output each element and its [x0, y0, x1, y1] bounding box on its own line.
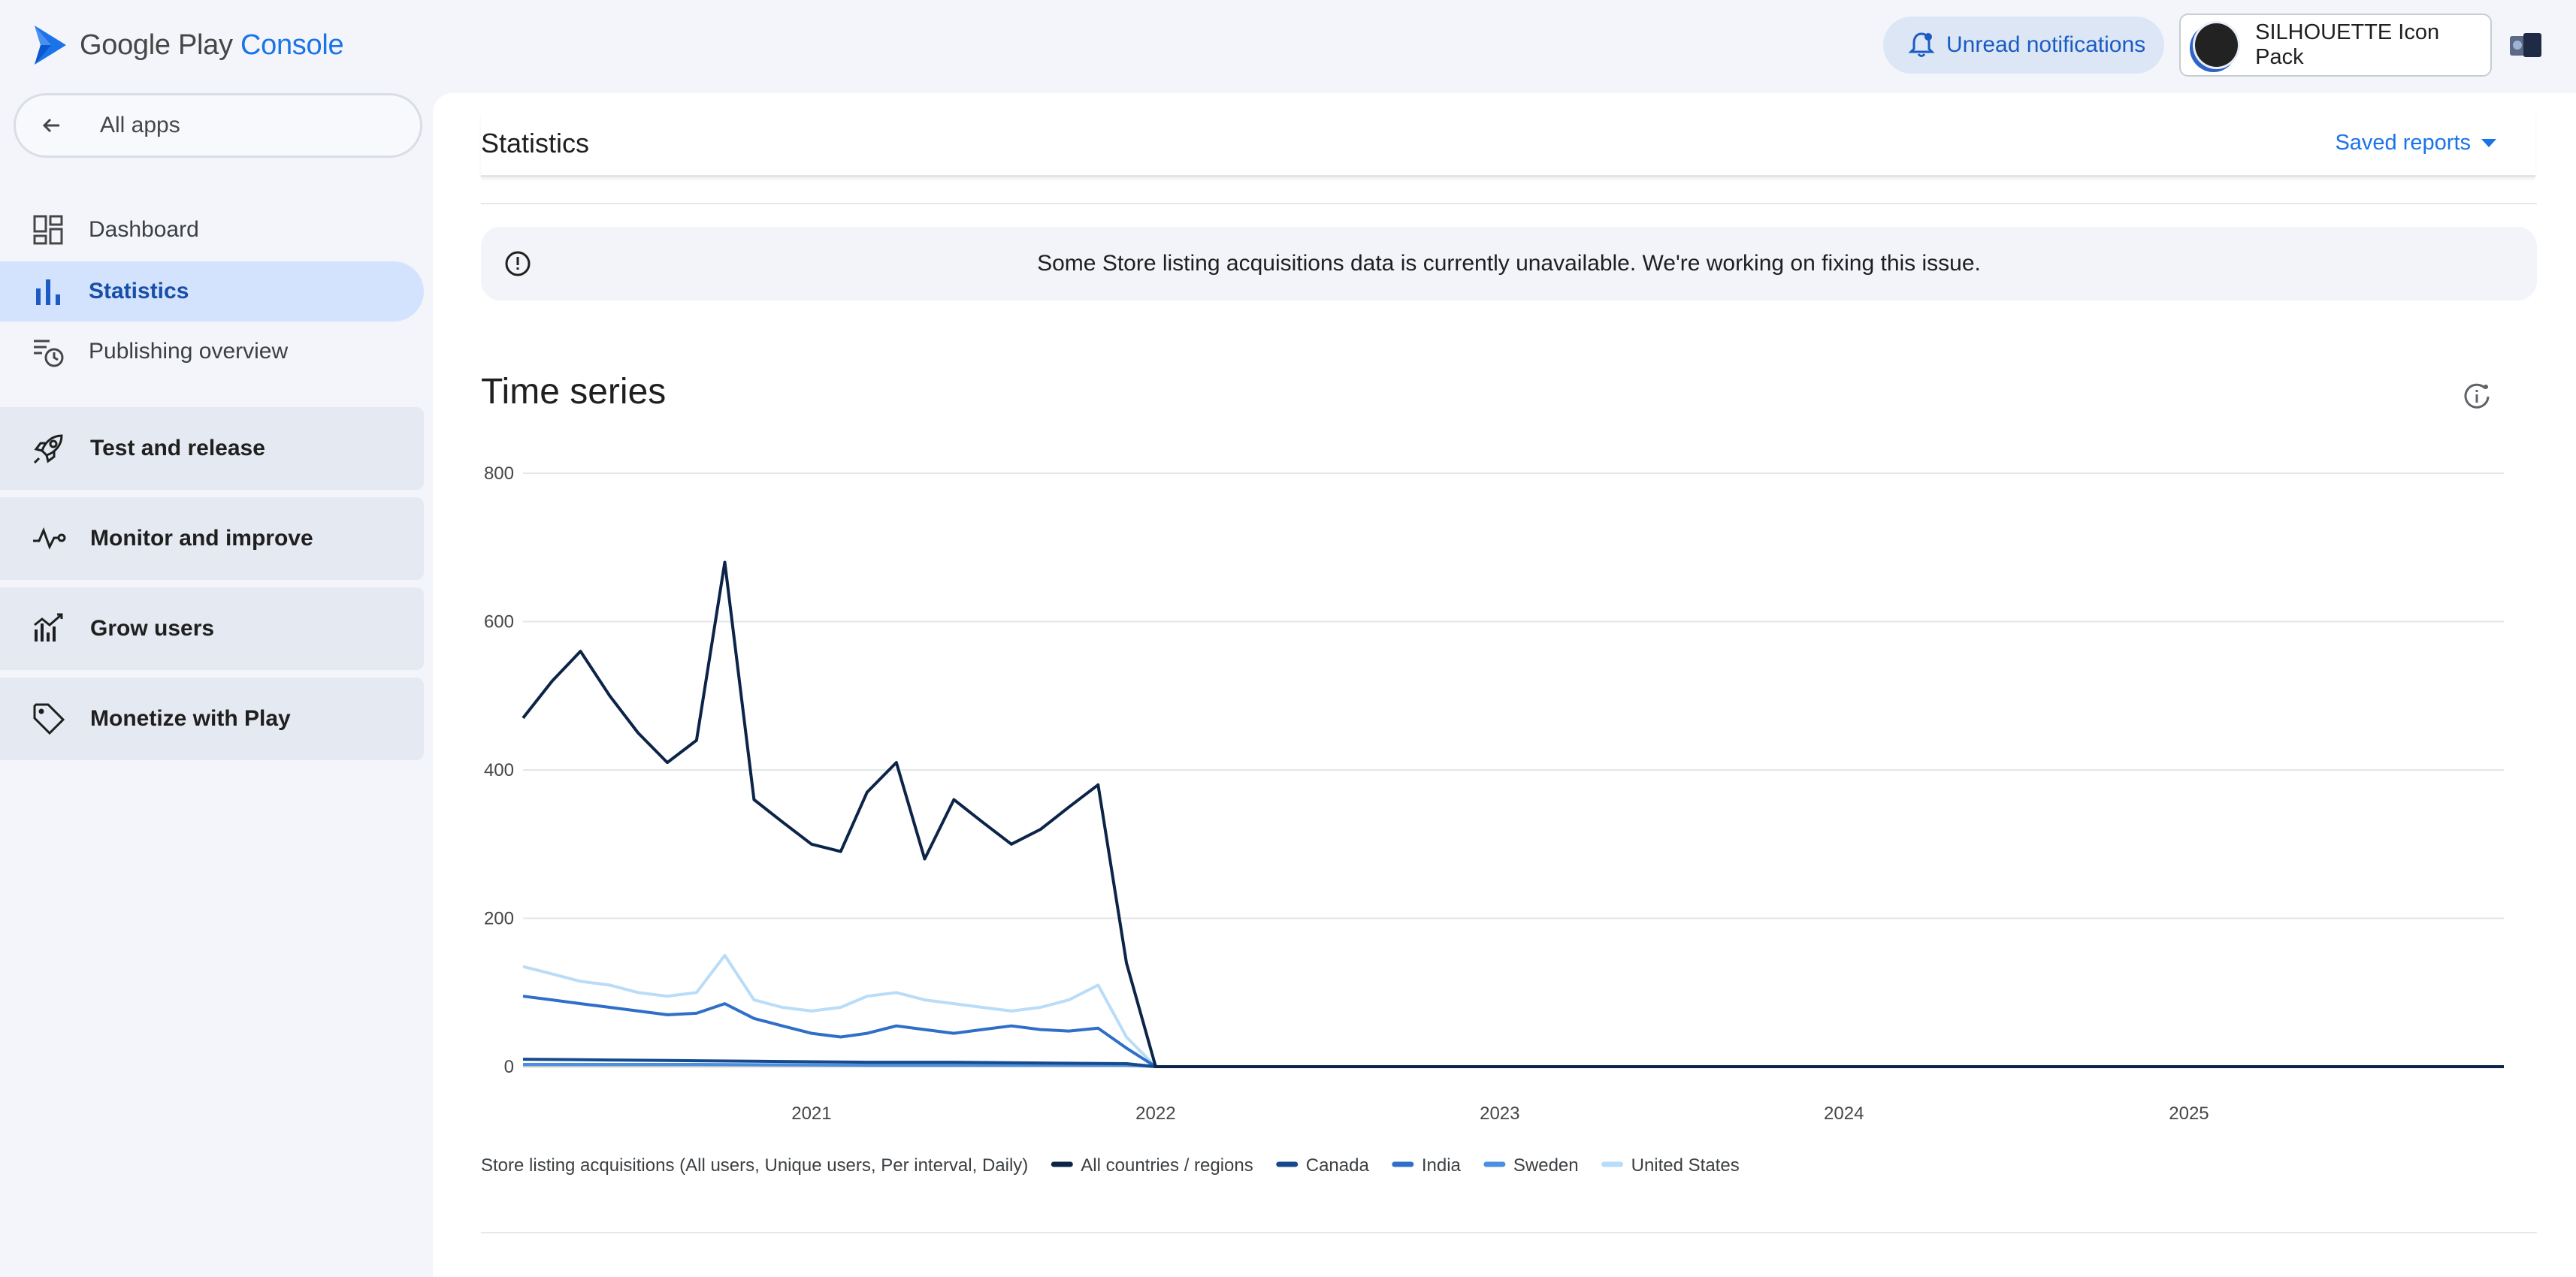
series-line-united-states[interactable] [522, 953, 2504, 1068]
top-bar: Google Play Console Unread notifications… [0, 0, 2576, 93]
y-tick-label: 200 [484, 909, 514, 929]
caret-down-icon [2481, 139, 2496, 147]
sidebar-group-monetize-with-play[interactable]: Monetize with Play [0, 678, 424, 760]
y-tick-label: 400 [484, 760, 514, 780]
sidebar-group-label: Monitor and improve [90, 526, 313, 551]
x-tick-label: 2021 [791, 1103, 831, 1124]
notifications-label: Unread notifications [1946, 32, 2146, 57]
all-apps-label: All apps [100, 113, 180, 137]
sidebar-group-label: Monetize with Play [90, 706, 291, 731]
rocket-icon [33, 434, 63, 464]
account-avatar-icon[interactable] [2507, 29, 2544, 62]
x-tick-label: 2022 [1135, 1103, 1175, 1124]
page-title: Statistics [481, 128, 590, 158]
y-tick-label: 600 [484, 612, 514, 632]
brand-name: Google Play Console [80, 29, 344, 62]
legend-entry[interactable]: United States [1631, 1155, 1740, 1176]
sidebar-item-label: Publishing overview [89, 339, 289, 364]
play-console-logo [35, 26, 66, 65]
arrow-back-icon [42, 118, 59, 133]
unread-notifications-button[interactable]: Unread notifications [1883, 17, 2164, 74]
legend-entry[interactable]: Sweden [1513, 1155, 1579, 1176]
y-tick-label: 0 [504, 1057, 514, 1077]
all-apps-button[interactable]: All apps [14, 93, 422, 158]
sidebar-item-statistics[interactable]: Statistics [0, 261, 424, 322]
divider [481, 203, 2537, 204]
sidebar: All apps Dashboard Statistics Publishing… [0, 93, 430, 1277]
series-line-india[interactable] [522, 995, 2504, 1068]
saved-reports-dropdown[interactable]: Saved reports [2335, 131, 2496, 155]
x-tick-label: 2024 [1824, 1103, 1864, 1124]
brand[interactable]: Google Play Console [32, 23, 344, 68]
divider [481, 1232, 2537, 1233]
sidebar-item-publishing-overview[interactable]: Publishing overview [0, 322, 424, 382]
brand-main: Google Play [80, 29, 233, 61]
bell-icon [1908, 32, 1935, 57]
sidebar-group-grow-users[interactable]: Grow users [0, 587, 424, 670]
sidebar-group-test-and-release[interactable]: Test and release [0, 407, 424, 490]
sidebar-group-label: Test and release [90, 436, 265, 460]
banner-text: Some Store listing acquisitions data is … [1037, 251, 1981, 276]
info-icon[interactable] [2462, 382, 2492, 412]
brand-accent: Console [240, 29, 344, 61]
series-line-canada[interactable] [522, 1058, 2504, 1068]
saved-reports-label: Saved reports [2335, 131, 2471, 155]
error-outline-icon [505, 251, 531, 276]
series-line-all-countries-regions[interactable] [522, 560, 2504, 1068]
legend-metric-label: Store listing acquisitions (All users, U… [481, 1155, 1028, 1176]
grow-chart-icon [34, 613, 63, 642]
legend-entry[interactable]: India [1422, 1155, 1462, 1176]
section-title: Time series [481, 372, 667, 412]
x-tick-label: 2023 [1480, 1103, 1519, 1124]
bar-chart-icon [36, 279, 60, 305]
sidebar-group-monitor-and-improve[interactable]: Monitor and improve [0, 497, 424, 580]
sidebar-group-label: Grow users [90, 616, 215, 641]
vitals-icon [33, 527, 66, 550]
legend-entry[interactable]: Canada [1306, 1155, 1370, 1176]
sidebar-item-label: Statistics [89, 279, 189, 303]
main-content: Statistics Saved reports Some Store list… [433, 93, 2576, 1277]
info-banner: Some Store listing acquisitions data is … [481, 227, 2537, 300]
schedule-list-icon [34, 340, 64, 367]
sidebar-item-label: Dashboard [89, 217, 199, 242]
page-header: Statistics Saved reports [481, 113, 2535, 177]
sidebar-item-dashboard[interactable]: Dashboard [0, 200, 424, 260]
dashboard-icon [33, 215, 63, 245]
app-selector[interactable]: SILHOUETTE Icon Pack [2179, 14, 2492, 77]
app-name: SILHOUETTE Icon Pack [2255, 20, 2440, 69]
y-tick-label: 800 [484, 463, 514, 484]
app-icon [2193, 21, 2241, 69]
legend-entry[interactable]: All countries / regions [1081, 1155, 1253, 1176]
tag-icon [33, 703, 65, 735]
x-tick-label: 2025 [2169, 1103, 2209, 1124]
time-series-chart: 0 200 400 600 800 2021 2022 2023 2024 2025 Store… [481, 463, 2504, 1176]
